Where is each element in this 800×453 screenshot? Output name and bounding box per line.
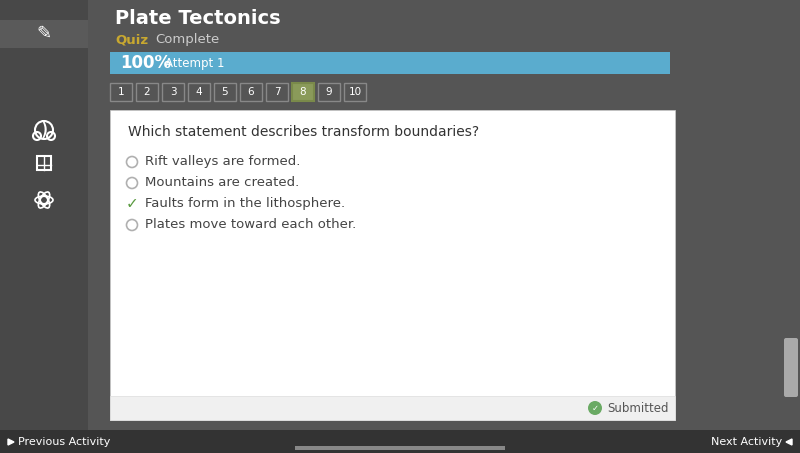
- FancyBboxPatch shape: [110, 110, 675, 420]
- FancyBboxPatch shape: [0, 0, 88, 430]
- FancyBboxPatch shape: [110, 396, 675, 420]
- Text: 5: 5: [222, 87, 228, 97]
- Text: Next Activity: Next Activity: [710, 437, 782, 447]
- Circle shape: [126, 178, 138, 188]
- Circle shape: [588, 401, 602, 415]
- Polygon shape: [8, 439, 14, 445]
- Text: 3: 3: [170, 87, 176, 97]
- Text: Which statement describes transform boundaries?: Which statement describes transform boun…: [128, 125, 479, 139]
- FancyBboxPatch shape: [318, 83, 340, 101]
- FancyBboxPatch shape: [240, 83, 262, 101]
- FancyBboxPatch shape: [344, 83, 366, 101]
- Text: Submitted: Submitted: [607, 401, 669, 414]
- Text: Rift valleys are formed.: Rift valleys are formed.: [145, 155, 300, 169]
- Text: ): ): [40, 120, 48, 140]
- Text: 6: 6: [248, 87, 254, 97]
- Text: 2: 2: [144, 87, 150, 97]
- Text: ✓: ✓: [126, 197, 138, 212]
- Text: 4: 4: [196, 87, 202, 97]
- Text: ✎: ✎: [37, 25, 51, 43]
- Circle shape: [126, 220, 138, 231]
- Text: Plates move toward each other.: Plates move toward each other.: [145, 218, 356, 231]
- Text: Complete: Complete: [155, 34, 219, 47]
- Text: 100%: 100%: [120, 54, 171, 72]
- FancyBboxPatch shape: [188, 83, 210, 101]
- Text: Mountains are created.: Mountains are created.: [145, 177, 299, 189]
- Polygon shape: [786, 439, 792, 445]
- Text: Plate Tectonics: Plate Tectonics: [115, 9, 281, 28]
- Text: Attempt 1: Attempt 1: [165, 57, 225, 69]
- Text: ✓: ✓: [591, 404, 598, 413]
- Text: Quiz: Quiz: [115, 34, 148, 47]
- Text: 10: 10: [349, 87, 362, 97]
- FancyBboxPatch shape: [295, 446, 505, 450]
- Text: Previous Activity: Previous Activity: [18, 437, 110, 447]
- FancyBboxPatch shape: [110, 52, 670, 74]
- FancyBboxPatch shape: [0, 430, 800, 453]
- Text: 1: 1: [118, 87, 124, 97]
- Text: 8: 8: [300, 87, 306, 97]
- FancyBboxPatch shape: [784, 338, 798, 397]
- FancyBboxPatch shape: [292, 83, 314, 101]
- FancyBboxPatch shape: [136, 83, 158, 101]
- Text: Faults form in the lithosphere.: Faults form in the lithosphere.: [145, 198, 345, 211]
- Circle shape: [126, 156, 138, 168]
- FancyBboxPatch shape: [110, 83, 132, 101]
- FancyBboxPatch shape: [266, 83, 288, 101]
- Text: 7: 7: [274, 87, 280, 97]
- Text: 9: 9: [326, 87, 332, 97]
- FancyBboxPatch shape: [0, 20, 88, 48]
- FancyBboxPatch shape: [214, 83, 236, 101]
- FancyBboxPatch shape: [162, 83, 184, 101]
